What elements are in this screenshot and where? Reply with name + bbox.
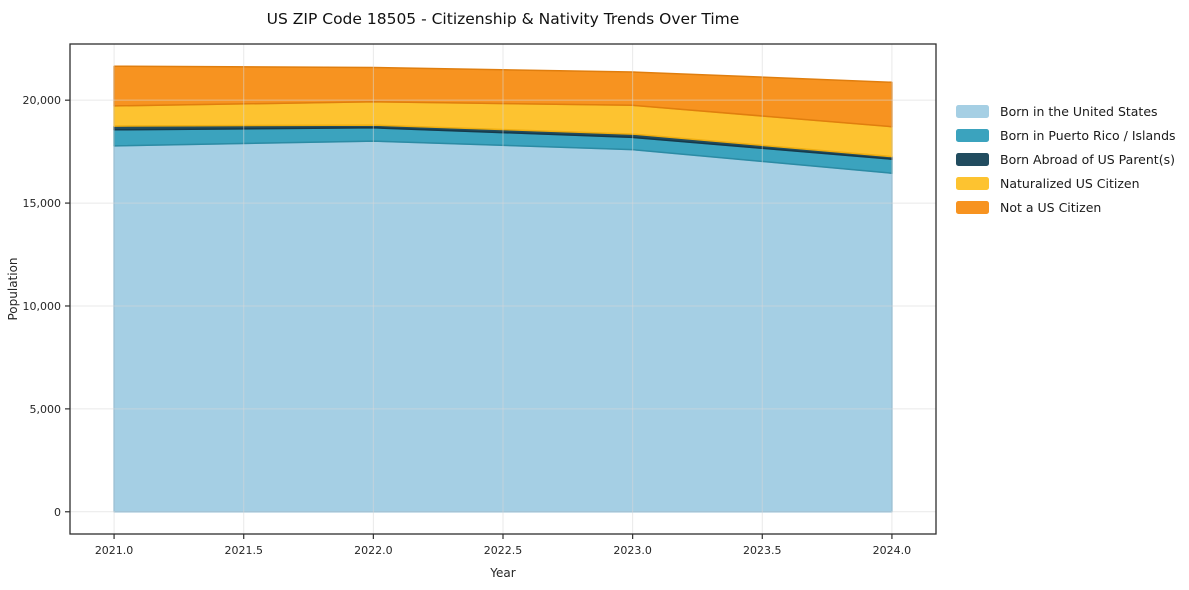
legend-label: Not a US Citizen	[1000, 200, 1102, 215]
legend-swatch	[956, 201, 989, 214]
x-tick-label: 2021.5	[224, 544, 263, 557]
x-tick-label: 2023.5	[743, 544, 782, 557]
legend-swatch	[956, 129, 989, 142]
legend-label: Born in Puerto Rico / Islands	[1000, 128, 1176, 143]
legend-item: Not a US Citizen	[956, 200, 1176, 215]
legend-swatch	[956, 153, 989, 166]
legend-item: Born Abroad of US Parent(s)	[956, 152, 1176, 167]
x-tick-label: 2021.0	[95, 544, 134, 557]
x-tick-label: 2022.0	[354, 544, 393, 557]
legend-swatch	[956, 177, 989, 190]
gridlines	[70, 44, 936, 534]
legend-item: Born in the United States	[956, 104, 1176, 119]
y-tick-label: 0	[54, 506, 61, 519]
legend-label: Born in the United States	[1000, 104, 1158, 119]
legend-label: Born Abroad of US Parent(s)	[1000, 152, 1175, 167]
x-tick-label: 2023.0	[613, 544, 652, 557]
legend-item: Naturalized US Citizen	[956, 176, 1176, 191]
x-tick-label: 2024.0	[873, 544, 912, 557]
y-tick-label: 5,000	[30, 403, 62, 416]
chart-title: US ZIP Code 18505 - Citizenship & Nativi…	[267, 10, 740, 28]
axes: 2021.0 2021.5 2022.0 2022.5 2023.0 2023.5 2024…	[23, 43, 937, 557]
x-axis-label: Year	[489, 566, 515, 580]
legend-label: Naturalized US Citizen	[1000, 176, 1140, 191]
legend-item: Born in Puerto Rico / Islands	[956, 128, 1176, 143]
y-tick-label: 15,000	[23, 197, 62, 210]
y-tick-label: 10,000	[23, 300, 62, 313]
y-axis-label: Population	[6, 257, 20, 320]
x-tick-label: 2022.5	[484, 544, 523, 557]
y-tick-label: 20,000	[23, 94, 62, 107]
legend-swatch	[956, 105, 989, 118]
legend: Born in the United States Born in Puerto …	[956, 104, 1176, 215]
